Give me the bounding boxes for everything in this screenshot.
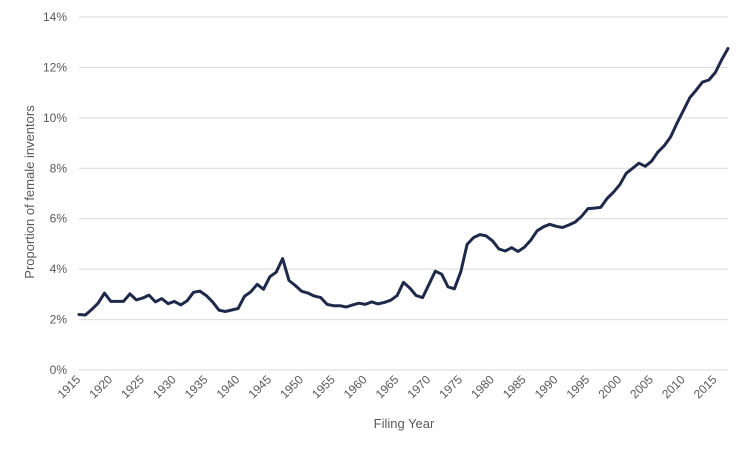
x-tick-label: 1970 — [405, 372, 434, 401]
gridlines — [79, 16, 728, 371]
y-tick-label: 2% — [50, 313, 68, 327]
x-tick-label: 1940 — [214, 372, 243, 401]
y-tick-label: 8% — [50, 161, 68, 175]
y-tick-label: 0% — [50, 363, 68, 377]
y-tick-label: 14% — [43, 10, 67, 24]
x-tick-label: 1980 — [468, 372, 497, 401]
x-tick-label: 2005 — [627, 372, 656, 401]
x-tick-label: 1995 — [564, 372, 593, 401]
x-tick-label: 2000 — [595, 372, 624, 401]
y-tick-label: 10% — [43, 111, 67, 125]
x-tick-label: 1985 — [500, 372, 529, 401]
x-tick-label: 1955 — [309, 372, 338, 401]
x-tick-label: 1930 — [150, 372, 179, 401]
x-tick-label: 1975 — [436, 372, 465, 401]
x-tick-label: 1925 — [118, 372, 147, 401]
x-tick-label: 2015 — [691, 372, 720, 401]
y-tick-label: 4% — [50, 262, 68, 276]
x-tick-label: 1945 — [245, 372, 274, 401]
x-tick-label: 1935 — [182, 372, 211, 401]
x-tick-label: 1960 — [341, 372, 370, 401]
series-line — [77, 47, 730, 317]
y-axis-tick-labels: 0% 2% 4% 6% 8% 10% 12% 14% — [43, 10, 67, 377]
x-tick-label: 1920 — [86, 372, 115, 401]
x-tick-label: 1950 — [277, 372, 306, 401]
y-tick-label: 12% — [43, 60, 67, 74]
y-axis-title: Proportion of female inventors — [22, 105, 37, 279]
x-axis-title: Filing Year — [374, 416, 435, 431]
x-tick-label: 2010 — [659, 372, 688, 401]
x-tick-label: 1965 — [373, 372, 402, 401]
series-layer — [77, 47, 730, 317]
x-tick-label: 1990 — [532, 372, 561, 401]
x-axis-tick-labels: 1915 1920 1925 1930 1935 1940 1945 1950 1955 1960… — [55, 372, 720, 401]
y-tick-label: 6% — [50, 212, 68, 226]
